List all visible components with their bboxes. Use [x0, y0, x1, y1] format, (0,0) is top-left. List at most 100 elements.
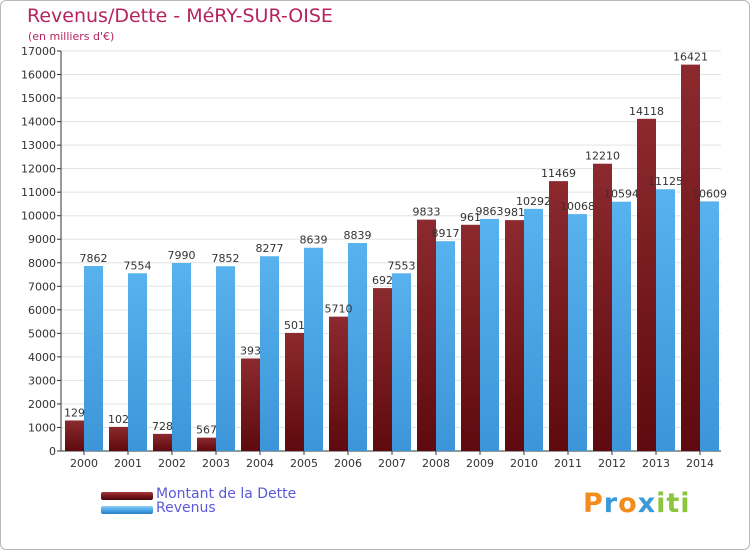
chart-subtitle: (en milliers d'€)	[28, 30, 115, 43]
x-tick-label: 2006	[334, 457, 362, 470]
bar-revenus	[656, 189, 675, 451]
data-label-revenus: 10292	[516, 195, 551, 208]
y-tick-label: 9000	[28, 233, 56, 246]
data-label-revenus: 7852	[212, 252, 240, 265]
x-tick-label: 2004	[246, 457, 274, 470]
bar-dette	[153, 433, 172, 451]
x-tick-label: 2007	[378, 457, 406, 470]
x-tick-label: 2011	[554, 457, 582, 470]
bar-revenus	[612, 201, 631, 451]
x-tick-label: 2012	[598, 457, 626, 470]
bar-revenus	[216, 266, 235, 451]
y-tick-label: 7000	[28, 280, 56, 293]
data-label-dette: 961	[460, 211, 481, 224]
bar-revenus	[260, 256, 279, 451]
bar-revenus	[172, 263, 191, 451]
y-tick-label: 12000	[21, 163, 56, 176]
data-label-revenus: 8839	[344, 229, 372, 242]
y-tick-label: 15000	[21, 92, 56, 105]
x-tick-label: 2001	[114, 457, 142, 470]
data-label-revenus: 10609	[692, 187, 727, 200]
legend-swatch-revenus	[101, 506, 153, 514]
x-tick-label: 2000	[70, 457, 98, 470]
x-tick-label: 2009	[466, 457, 494, 470]
data-label-dette: 102	[108, 413, 129, 426]
y-tick-label: 4000	[28, 351, 56, 364]
y-tick-label: 2000	[28, 398, 56, 411]
bar-dette	[637, 118, 656, 451]
data-label-dette: 5710	[325, 303, 353, 316]
y-tick-label: 17000	[21, 45, 56, 58]
data-label-revenus: 11125	[648, 175, 683, 188]
logo-letter: t	[666, 488, 681, 519]
bar-dette	[373, 288, 392, 451]
data-label-revenus: 9863	[476, 205, 504, 218]
logo-letter: x	[637, 488, 657, 519]
y-tick-label: 14000	[21, 116, 56, 129]
bar-dette	[593, 163, 612, 452]
x-tick-label: 2005	[290, 457, 318, 470]
y-tick-label: 1000	[28, 421, 56, 434]
bar-dette	[505, 220, 524, 451]
data-label-dette: 14118	[629, 105, 664, 118]
bar-dette	[65, 420, 84, 451]
bar-revenus	[128, 273, 147, 451]
data-label-revenus: 8639	[300, 234, 328, 247]
bar-revenus	[436, 241, 455, 451]
legend-swatch-dette	[101, 492, 153, 500]
chart-title: Revenus/Dette - MéRY-SUR-OISE	[27, 5, 333, 27]
data-label-dette: 728	[152, 420, 173, 433]
data-label-dette: 393	[240, 344, 261, 357]
data-label-revenus: 7554	[124, 259, 152, 272]
bar-dette	[461, 224, 480, 451]
bar-dette	[549, 181, 568, 451]
legend-label-dette: Montant de la Dette	[156, 486, 297, 502]
x-tick-label: 2013	[642, 457, 670, 470]
bar-revenus	[84, 266, 103, 451]
data-label-dette: 12210	[585, 150, 620, 163]
logo-letter: P	[583, 488, 604, 519]
y-tick-label: 11000	[21, 186, 56, 199]
logo-letter: i	[680, 488, 691, 519]
bar-dette	[241, 358, 260, 451]
x-tick-label: 2014	[686, 457, 714, 470]
data-label-dette: 501	[284, 319, 305, 332]
bar-revenus	[568, 214, 587, 451]
x-tick-label: 2003	[202, 457, 230, 470]
y-tick-label: 0	[49, 445, 56, 458]
bar-revenus	[700, 201, 719, 451]
logo-letter: r	[603, 488, 619, 519]
bar-dette	[681, 64, 700, 451]
data-label-revenus: 7553	[388, 259, 416, 272]
data-label-dette: 16421	[673, 51, 708, 64]
bar-dette	[197, 437, 216, 451]
data-label-dette: 692	[372, 274, 393, 287]
bar-dette	[417, 219, 436, 451]
y-tick-label: 8000	[28, 257, 56, 270]
bar-revenus	[524, 208, 543, 451]
data-label-dette: 981	[504, 206, 525, 219]
legend-label-revenus: Revenus	[156, 500, 216, 516]
data-label-revenus: 7862	[80, 252, 108, 265]
x-tick-label: 2010	[510, 457, 538, 470]
logo-letter: o	[618, 488, 638, 519]
x-tick-label: 2002	[158, 457, 186, 470]
y-tick-label: 5000	[28, 327, 56, 340]
y-tick-label: 6000	[28, 304, 56, 317]
y-tick-label: 10000	[21, 210, 56, 223]
proxiti-logo: Proxiti	[583, 488, 691, 519]
data-label-dette: 11469	[541, 167, 576, 180]
bar-dette	[285, 332, 304, 451]
data-label-revenus: 8277	[256, 242, 284, 255]
y-tick-label: 13000	[21, 139, 56, 152]
bar-revenus	[392, 273, 411, 451]
bar-revenus	[480, 218, 499, 451]
data-label-revenus: 7990	[168, 249, 196, 262]
logo-letter: i	[656, 488, 667, 519]
x-tick-label: 2008	[422, 457, 450, 470]
bar-dette	[329, 316, 348, 451]
data-label-dette: 129	[64, 406, 85, 419]
bar-revenus	[348, 243, 367, 451]
